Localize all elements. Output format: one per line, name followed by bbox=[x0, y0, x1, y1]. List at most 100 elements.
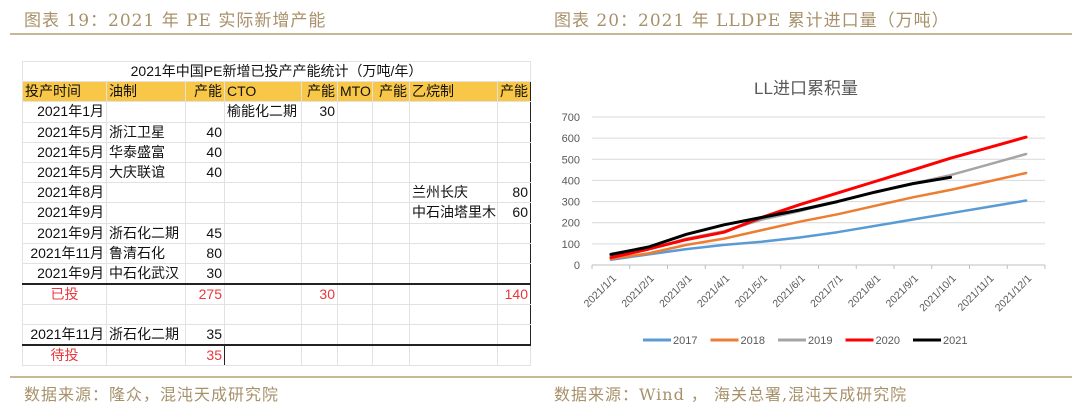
cell-empty bbox=[224, 324, 302, 346]
cell-empty bbox=[301, 324, 338, 346]
cell-plant bbox=[409, 121, 498, 143]
table-caption: 2021年中国PE新增已投产产能统计（万吨/年） bbox=[22, 60, 531, 82]
legend-label: 2017 bbox=[673, 335, 697, 347]
x-tick-label: 2021/3/1 bbox=[657, 273, 694, 310]
cell-date: 2021年8月 bbox=[22, 182, 107, 204]
y-tick-label: 700 bbox=[562, 112, 580, 124]
x-tick-label: 2021/7/1 bbox=[808, 273, 845, 310]
x-tick-label: 2021/8/1 bbox=[846, 273, 883, 310]
table-row: 2021年11月 鲁清石化 80 bbox=[22, 242, 531, 264]
cell-plant: 浙江卫星 bbox=[106, 121, 186, 143]
cell-plant bbox=[106, 101, 186, 123]
cell-plant: 浙石化二期 bbox=[106, 222, 186, 244]
figure-20-source: 数据来源：Wind ， 海关总署,混沌天成研究院 bbox=[554, 385, 908, 404]
header-cto: CTO bbox=[224, 81, 302, 103]
cell-capacity bbox=[497, 161, 531, 184]
cell-empty bbox=[372, 101, 410, 123]
header-capacity: 产能 bbox=[372, 81, 410, 103]
table-row: 2021年9月 中石化武汉 30 bbox=[22, 262, 531, 285]
lldpe-import-chart: LL进口累积量 0 100 200 300 400 500 600 700 2021/1/1 202… bbox=[548, 62, 1068, 362]
cell-empty bbox=[372, 324, 410, 346]
total-ethane-capacity: 140 bbox=[497, 282, 531, 305]
cell-capacity: 30 bbox=[301, 101, 338, 123]
cell-capacity bbox=[301, 182, 338, 204]
cell-empty bbox=[337, 262, 373, 285]
total-cto-capacity: 30 bbox=[301, 282, 338, 305]
cell-empty bbox=[372, 303, 410, 326]
series-line-2021 bbox=[609, 175, 953, 256]
cell-plant bbox=[409, 222, 498, 244]
x-tick-label: 2021/6/1 bbox=[770, 273, 807, 310]
table-row: 2021年8月 兰州长庆 80 bbox=[22, 182, 531, 204]
cell-date: 2021年5月 bbox=[22, 141, 107, 163]
title-divider bbox=[540, 33, 1072, 35]
cell-empty bbox=[337, 242, 373, 264]
cell-date: 2021年11月 bbox=[22, 242, 107, 264]
cell-date: 2021年1月 bbox=[22, 101, 107, 123]
cell-plant: 大庆联谊 bbox=[106, 161, 186, 184]
cell-plant bbox=[224, 242, 302, 264]
cell-plant: 中石油塔里木 bbox=[409, 202, 498, 224]
cell-capacity: 40 bbox=[185, 121, 225, 143]
cell-plant bbox=[409, 161, 498, 184]
cell-empty bbox=[409, 324, 498, 346]
cell-empty bbox=[337, 202, 373, 224]
x-tick-label: 2021/2/1 bbox=[619, 273, 656, 310]
cell-capacity: 80 bbox=[497, 182, 531, 204]
figure-19-title: 图表 19：2021 年 PE 实际新增产能 bbox=[24, 11, 327, 31]
cell-capacity bbox=[497, 121, 531, 143]
y-tick-label: 400 bbox=[562, 175, 580, 187]
cell-empty bbox=[337, 121, 373, 143]
y-tick-label: 300 bbox=[562, 197, 580, 209]
table-row: 2021年5月 大庆联谊 40 bbox=[22, 161, 531, 184]
cell-capacity bbox=[497, 141, 531, 163]
cell-date: 2021年9月 bbox=[22, 202, 107, 224]
source-divider bbox=[10, 376, 540, 378]
header-mto: MTO bbox=[337, 81, 373, 103]
total-mto-capacity bbox=[372, 282, 410, 305]
cell-date: 2021年9月 bbox=[22, 222, 107, 244]
cell-plant bbox=[224, 262, 302, 285]
cell-date: 2021年5月 bbox=[22, 121, 107, 143]
cell-empty bbox=[301, 303, 338, 326]
total-pending-oil-capacity: 35 bbox=[185, 344, 225, 367]
cell-plant bbox=[224, 141, 302, 163]
cell-plant bbox=[224, 182, 302, 204]
legend-label: 2018 bbox=[741, 335, 765, 347]
series-line-2017 bbox=[609, 199, 1028, 261]
legend-label: 2019 bbox=[808, 335, 832, 347]
cell-capacity bbox=[497, 222, 531, 244]
cell-plant bbox=[106, 202, 186, 224]
cell-capacity: 35 bbox=[185, 324, 225, 346]
cell-capacity bbox=[301, 141, 338, 163]
cell-empty bbox=[106, 282, 186, 305]
cell-capacity bbox=[301, 222, 338, 244]
legend-label: 2021 bbox=[943, 335, 967, 347]
cell-empty bbox=[497, 324, 531, 346]
cell-empty bbox=[22, 303, 107, 326]
total-commissioned-label: 已投 bbox=[22, 282, 107, 305]
legend-label: 2020 bbox=[876, 335, 900, 347]
cell-empty bbox=[409, 282, 498, 305]
cell-capacity bbox=[185, 202, 225, 224]
y-tick-label: 100 bbox=[562, 239, 580, 251]
cell-capacity bbox=[301, 242, 338, 264]
cell-plant bbox=[409, 101, 498, 123]
figure-20-title: 图表 20：2021 年 LLDPE 累计进口量（万吨） bbox=[554, 11, 950, 31]
series-line-2018 bbox=[609, 171, 1028, 260]
total-pending-label: 待投 bbox=[22, 344, 107, 367]
cell-date: 2021年5月 bbox=[22, 161, 107, 184]
cell-empty bbox=[337, 222, 373, 244]
cell-capacity bbox=[185, 101, 225, 123]
source-divider bbox=[540, 376, 1072, 378]
cell-empty bbox=[337, 141, 373, 163]
cell-capacity bbox=[301, 161, 338, 184]
total-oil-capacity: 275 bbox=[185, 282, 225, 305]
cell-empty bbox=[337, 282, 373, 305]
cell-empty bbox=[497, 344, 531, 367]
table-caption-row: 2021年中国PE新增已投产产能统计（万吨/年） bbox=[22, 60, 531, 82]
cell-empty bbox=[337, 161, 373, 184]
cell-capacity: 45 bbox=[185, 222, 225, 244]
cell-empty bbox=[337, 303, 373, 326]
